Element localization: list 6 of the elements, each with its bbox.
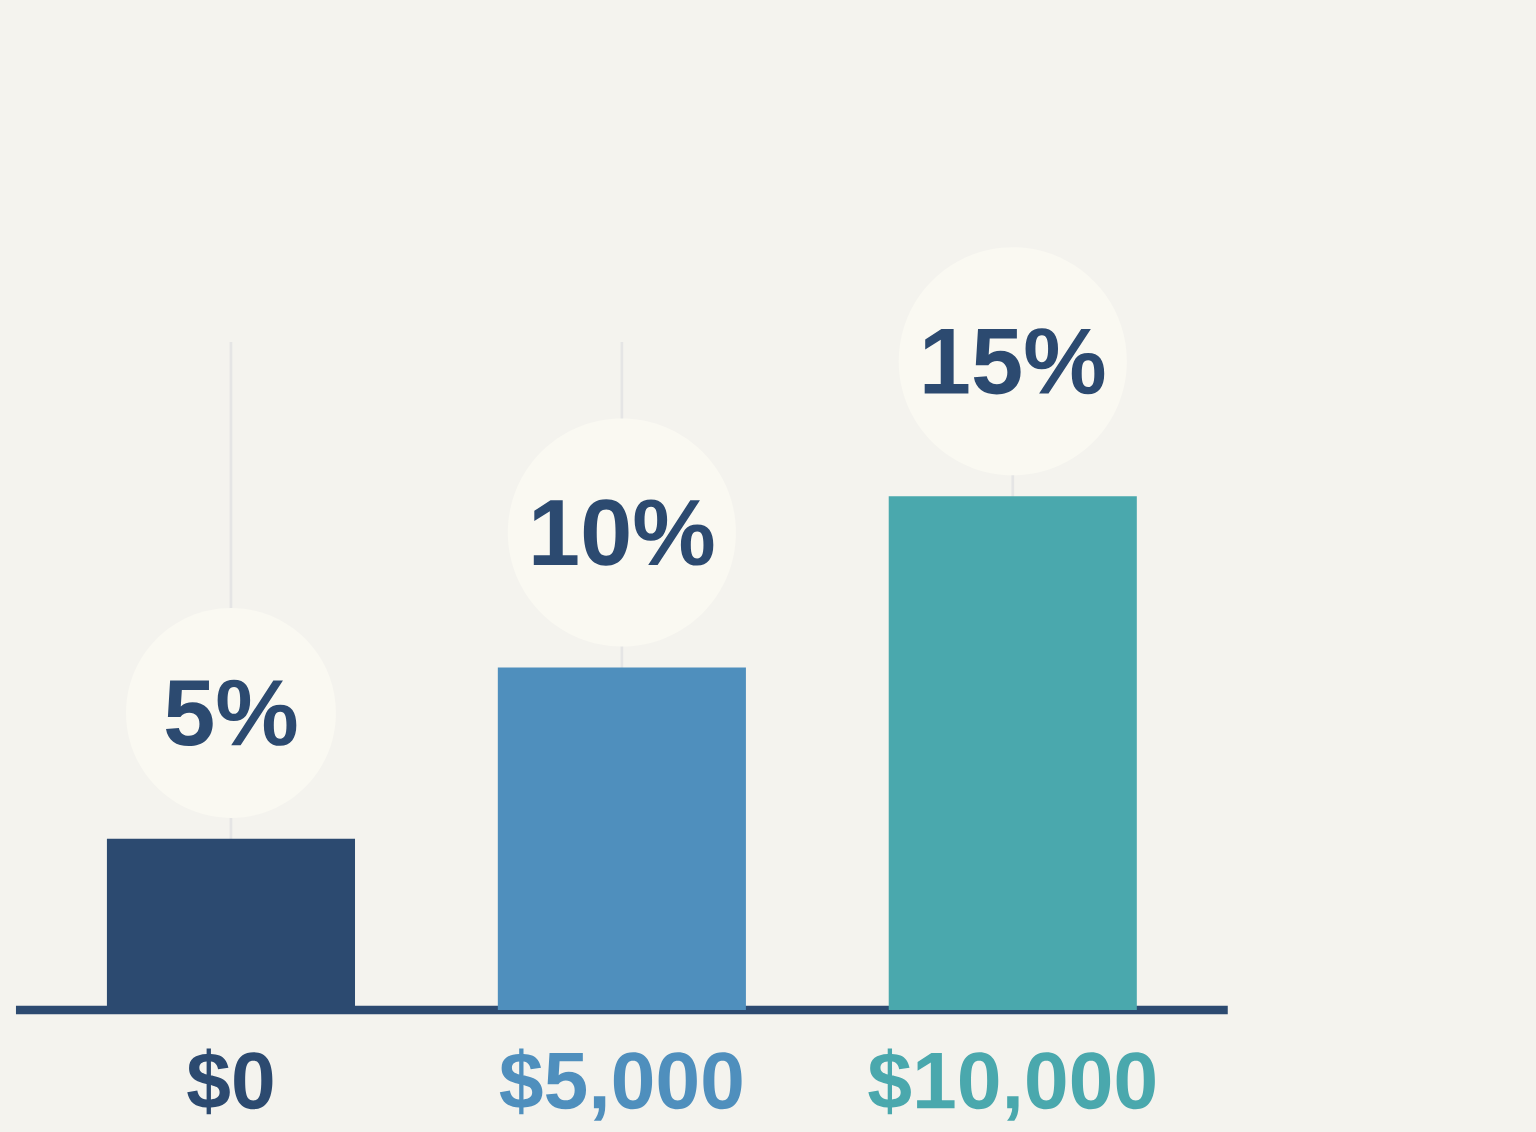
data-label: 15% (924, 328, 1105, 395)
data-label: 10% (533, 499, 714, 566)
x-tick-label: $0 (187, 1048, 273, 1115)
x-tick-label: $5,000 (499, 1048, 742, 1121)
data-label: 5% (166, 679, 297, 747)
x-tick-label: $10,000 (868, 1048, 1155, 1121)
